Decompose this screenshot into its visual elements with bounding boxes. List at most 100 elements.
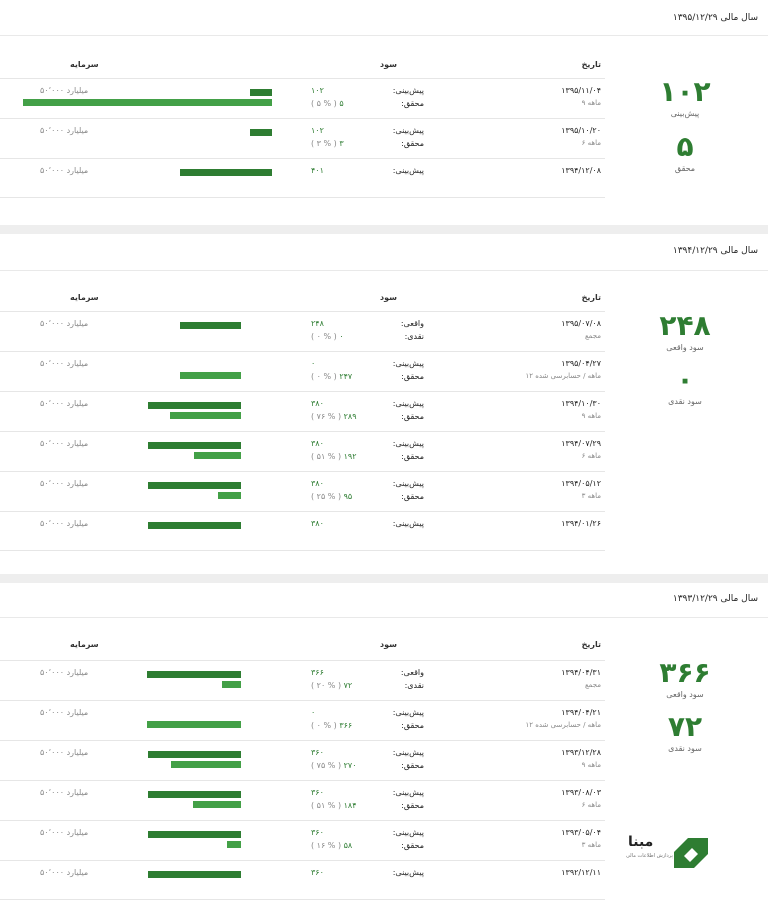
row-value-1: ۳۸۰ bbox=[311, 519, 324, 528]
realized-bar bbox=[147, 721, 241, 728]
row-capital: ۵۰٬۰۰۰ میلیارد bbox=[40, 668, 89, 677]
row-label-1: پیش‌بینی: bbox=[392, 479, 424, 488]
row-value-1: ۲۴۸ bbox=[311, 319, 324, 328]
row-realized-value: ۳ bbox=[339, 139, 344, 148]
fiscal-year-title: سال مالی ۱۳۹۵/۱۲/۲۹ bbox=[672, 13, 758, 23]
summary-box: ۳۶۶ سود واقعی ۷۲ سود نقدی bbox=[610, 659, 760, 754]
row-label-2: محقق: bbox=[401, 372, 424, 381]
header-profit: سود bbox=[380, 640, 397, 649]
table-row[interactable]: ۱۳۹۵/۱۰/۲۰ ۶ ماهه پیش‌بینی: محقق: ۱۰۲ ( ۳ % )… bbox=[0, 118, 605, 158]
header-profit: سود bbox=[380, 293, 397, 302]
row-label-1: پیش‌بینی: bbox=[392, 86, 424, 95]
row-date: ۱۳۹۴/۰۱/۲۶ bbox=[561, 519, 601, 528]
logo-name: مبنا bbox=[628, 834, 654, 850]
row-date: ۱۳۹۴/۰۴/۲۱ bbox=[561, 708, 601, 717]
row-label-1: پیش‌بینی: bbox=[392, 868, 424, 877]
row-capital: ۵۰٬۰۰۰ میلیارد bbox=[40, 828, 89, 837]
forecast-bar bbox=[250, 129, 272, 136]
row-period: ۳ ماهه bbox=[581, 841, 601, 849]
row-percent: ( ۲۵ % ) bbox=[311, 492, 342, 501]
actual-profit-label: سود واقعی bbox=[666, 690, 704, 699]
row-value-1: ۳۶۰ bbox=[311, 788, 324, 797]
logo-tagline: پردازش اطلاعات مالی bbox=[626, 853, 673, 859]
row-value-2: ( ۵۱ % ) ۱۸۴ bbox=[311, 801, 357, 810]
row-value-1: ۳۸۰ bbox=[311, 439, 324, 448]
realized-bar bbox=[171, 761, 241, 768]
row-date: ۱۳۹۵/۱۰/۲۰ bbox=[561, 126, 601, 135]
row-date: ۱۳۹۴/۰۷/۲۹ bbox=[561, 439, 601, 448]
row-label-2: محقق: bbox=[401, 492, 424, 501]
row-label-2: محقق: bbox=[401, 412, 424, 421]
row-value-2: ( ۰ % ) ۳۶۶ bbox=[311, 721, 352, 730]
forecast-bar bbox=[148, 831, 241, 838]
row-realized-value: ۹۵ bbox=[343, 492, 353, 501]
row-label-2: محقق: bbox=[401, 452, 424, 461]
row-label-1: پیش‌بینی: bbox=[392, 359, 424, 368]
row-capital: ۵۰٬۰۰۰ میلیارد bbox=[40, 868, 89, 877]
row-label-1: واقعی: bbox=[400, 319, 424, 328]
row-value-2: ( ۳ % ) ۳ bbox=[311, 139, 344, 148]
row-value-1: ۴۰۱ bbox=[311, 166, 324, 175]
row-capital: ۵۰٬۰۰۰ میلیارد bbox=[40, 399, 89, 408]
row-label-1: پیش‌بینی: bbox=[392, 519, 424, 528]
table-row[interactable]: ۱۳۹۵/۰۴/۲۷ ۱۲ ماهه / حسابرسی شده پیش‌بینی:… bbox=[0, 351, 605, 391]
table-row[interactable]: ۱۳۹۳/۱۲/۲۸ ۹ ماهه پیش‌بینی: محقق: ۳۶۰ ( ۷۵ % … bbox=[0, 740, 605, 780]
table-row[interactable]: ۱۳۹۴/۰۷/۲۹ ۶ ماهه پیش‌بینی: محقق: ۳۸۰ ( ۵۱ % … bbox=[0, 431, 605, 471]
actual-profit-value: ۲۴۸ bbox=[659, 309, 711, 342]
row-value-1: ۳۸۰ bbox=[311, 479, 324, 488]
row-value-1: ۳۶۰ bbox=[311, 868, 324, 877]
row-value-1: ۳۶۶ bbox=[311, 668, 324, 677]
row-percent: ( ۱۶ % ) bbox=[311, 841, 342, 850]
row-label-1: پیش‌بینی: bbox=[392, 399, 424, 408]
summary-box: ۱۰۲ پیش‌بینی ۵ محقق bbox=[610, 78, 760, 174]
realized-bar bbox=[170, 412, 241, 419]
table-row[interactable]: ۱۳۹۴/۱۰/۳۰ ۹ ماهه پیش‌بینی: محقق: ۳۸۰ ( ۷۶ % … bbox=[0, 391, 605, 431]
row-date: ۱۳۹۴/۱۲/۰۸ bbox=[561, 166, 601, 175]
row-date: ۱۳۹۵/۰۴/۲۷ bbox=[561, 359, 601, 368]
table-row[interactable]: ۱۳۹۴/۱۲/۰۸ پیش‌بینی: ۴۰۱ ۵۰٬۰۰۰ میلیارد bbox=[0, 158, 605, 198]
table-row[interactable]: ۱۳۹۳/۰۸/۰۳ ۶ ماهه پیش‌بینی: محقق: ۳۶۰ ( ۵۱ % … bbox=[0, 780, 605, 820]
table-row[interactable]: ۱۳۹۳/۰۵/۰۴ ۳ ماهه پیش‌بینی: محقق: ۳۶۰ ( ۱۶ % … bbox=[0, 820, 605, 860]
realized-bar bbox=[222, 681, 241, 688]
row-period: مجمع bbox=[584, 332, 601, 340]
realized-value: ۵ bbox=[676, 130, 694, 163]
row-capital: ۵۰٬۰۰۰ میلیارد bbox=[40, 166, 89, 175]
row-realized-value: ۱۹۲ bbox=[343, 452, 357, 461]
realized-bar bbox=[193, 801, 241, 808]
row-realized-value: ۲۷۰ bbox=[343, 761, 357, 770]
mabna-logo-icon bbox=[674, 838, 708, 868]
row-capital: ۵۰٬۰۰۰ میلیارد bbox=[40, 479, 89, 488]
table-row[interactable]: ۱۳۹۵/۰۷/۰۸ مجمع واقعی: نقدی: ۲۴۸ ( ۰ % ) ۰ ۵۰٬… bbox=[0, 311, 605, 351]
table-row[interactable]: ۱۳۹۴/۰۴/۲۱ ۱۲ ماهه / حسابرسی شده پیش‌بینی:… bbox=[0, 700, 605, 740]
row-realized-value: ۳۶۶ bbox=[339, 721, 353, 730]
table-row[interactable]: ۱۳۹۴/۰۱/۲۶ پیش‌بینی: ۳۸۰ ۵۰٬۰۰۰ میلیارد bbox=[0, 511, 605, 551]
divider bbox=[0, 35, 768, 36]
row-label-2: محقق: bbox=[401, 841, 424, 850]
row-value-2: ( ۷۵ % ) ۲۷۰ bbox=[311, 761, 357, 770]
row-realized-value: ۵ bbox=[339, 99, 344, 108]
table-row[interactable]: ۱۳۹۵/۱۱/۰۴ ۹ ماهه پیش‌بینی: محقق: ۱۰۲ ( ۵ % )… bbox=[0, 78, 605, 118]
fiscal-year-panel-1393: سال مالی ۱۳۹۳/۱۲/۲۹ ۳۶۶ سود واقعی ۷۲ سود… bbox=[0, 583, 768, 915]
actual-profit-label: سود واقعی bbox=[666, 343, 704, 352]
row-period: ۹ ماهه bbox=[581, 412, 601, 420]
table-row[interactable]: ۱۳۹۴/۰۵/۱۲ ۳ ماهه پیش‌بینی: محقق: ۳۸۰ ( ۲۵ % … bbox=[0, 471, 605, 511]
row-value-2: ( ۰ % ) ۰ bbox=[311, 332, 344, 341]
row-value-1: ۱۰۲ bbox=[311, 86, 324, 95]
forecast-bar bbox=[180, 322, 241, 329]
row-label-2: محقق: bbox=[401, 139, 424, 148]
row-period: ۹ ماهه bbox=[581, 761, 601, 769]
row-date: ۱۳۹۴/۱۰/۳۰ bbox=[561, 399, 601, 408]
row-label-1: پیش‌بینی: bbox=[392, 708, 424, 717]
row-period: ۹ ماهه bbox=[581, 99, 601, 107]
row-capital: ۵۰٬۰۰۰ میلیارد bbox=[40, 788, 89, 797]
row-period: ۳ ماهه bbox=[581, 492, 601, 500]
forecast-label: پیش‌بینی bbox=[670, 109, 700, 118]
table-row[interactable]: ۱۳۹۲/۱۲/۱۱ پیش‌بینی: ۳۶۰ ۵۰٬۰۰۰ میلیارد bbox=[0, 860, 605, 900]
table-row[interactable]: ۱۳۹۴/۰۴/۳۱ مجمع واقعی: نقدی: ۳۶۶ ( ۲۰ % ) ۷۲ ۵… bbox=[0, 660, 605, 700]
forecast-bar bbox=[180, 169, 272, 176]
row-date: ۱۳۹۴/۰۵/۱۲ bbox=[561, 479, 601, 488]
row-value-2: ( ۰ % ) ۲۴۷ bbox=[311, 372, 352, 381]
summary-box: ۲۴۸ سود واقعی ۰ سود نقدی bbox=[610, 309, 760, 407]
row-percent: ( ۵۱ % ) bbox=[311, 452, 342, 461]
section-separator bbox=[0, 574, 768, 583]
